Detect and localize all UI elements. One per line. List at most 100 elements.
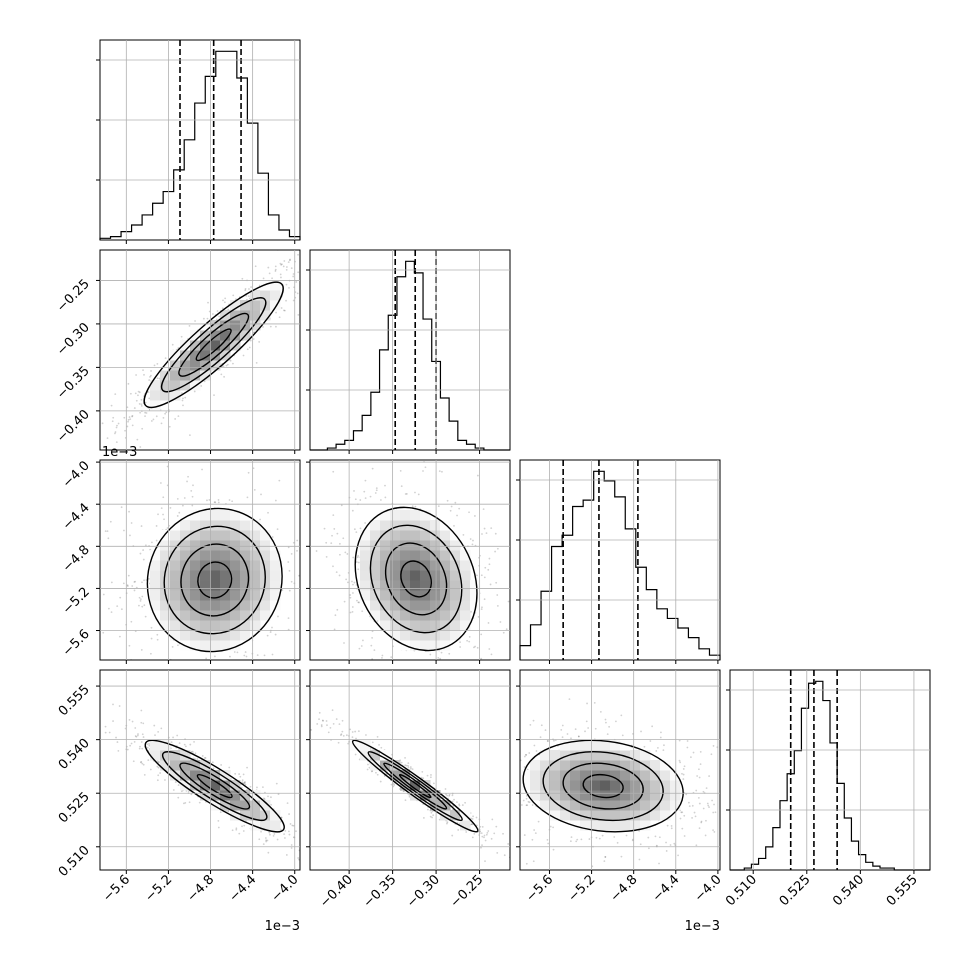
sample-point	[522, 799, 525, 802]
sample-point	[287, 628, 290, 631]
sample-point	[88, 734, 90, 736]
density-cell	[420, 530, 431, 541]
density-cell	[200, 570, 211, 581]
sample-point	[603, 860, 606, 863]
density-cell	[640, 790, 651, 801]
sample-point	[181, 399, 184, 402]
density-cell	[370, 750, 381, 761]
sample-point	[302, 704, 304, 706]
sample-point	[331, 709, 334, 712]
density-cell	[420, 580, 431, 591]
density-cell	[620, 760, 631, 771]
density-cell	[180, 350, 191, 361]
sample-point	[133, 589, 136, 592]
density-cell	[220, 790, 231, 801]
sample-point	[308, 825, 310, 827]
sample-point	[156, 779, 159, 782]
sample-point	[356, 599, 358, 602]
sample-point	[283, 309, 285, 312]
density-cell	[550, 800, 561, 811]
density-cell	[200, 350, 211, 361]
sample-point	[375, 489, 378, 492]
sample-point	[483, 527, 486, 530]
density-cell	[180, 760, 191, 771]
sample-point	[454, 694, 456, 696]
sample-point	[525, 804, 528, 807]
sample-point	[485, 833, 488, 836]
density-cell	[450, 810, 461, 821]
sample-point	[122, 582, 125, 585]
sample-point	[484, 566, 487, 569]
sample-point	[329, 726, 332, 729]
sample-point	[279, 666, 281, 668]
density-cell	[650, 780, 661, 791]
sample-point	[142, 369, 144, 372]
sample-point	[344, 854, 346, 856]
density-cell	[410, 520, 421, 531]
sample-point	[305, 848, 307, 850]
sample-point	[275, 782, 278, 785]
sample-point	[494, 550, 497, 553]
sample-point	[414, 505, 417, 508]
axes-frame	[99, 39, 301, 241]
sample-point	[673, 842, 676, 845]
sample-point	[283, 260, 286, 262]
sample-point	[340, 733, 343, 736]
density-cell	[230, 310, 241, 321]
sample-point	[471, 767, 473, 769]
sample-point	[285, 299, 287, 302]
sample-point	[487, 568, 490, 571]
sample-point	[263, 654, 266, 657]
density-cell	[150, 380, 161, 391]
density-cell	[230, 560, 241, 571]
density-cell	[450, 620, 461, 631]
sample-point	[115, 736, 117, 739]
density-cell	[220, 800, 231, 811]
sample-point	[470, 823, 473, 826]
sample-point	[146, 743, 149, 746]
density-cell	[440, 520, 451, 531]
density-cell	[670, 770, 681, 781]
density-cell	[530, 770, 541, 781]
sample-point	[126, 748, 129, 751]
density-cell	[640, 750, 651, 761]
sample-point	[134, 735, 137, 737]
sample-point	[528, 801, 531, 804]
density-cell	[410, 540, 421, 551]
grid	[310, 460, 510, 660]
density-cell	[550, 790, 561, 801]
density-cell	[190, 630, 201, 641]
sample-point	[133, 740, 136, 743]
density-cell	[240, 310, 251, 321]
sample-point	[115, 441, 118, 444]
sample-point	[528, 752, 531, 754]
sample-point	[540, 724, 543, 727]
sample-point	[267, 795, 269, 798]
density-cell	[200, 580, 211, 591]
panel-content	[302, 701, 510, 863]
sample-point	[532, 719, 535, 722]
sample-point	[412, 662, 414, 664]
sample-point	[262, 665, 264, 667]
sample-point	[468, 680, 470, 682]
sample-point	[256, 654, 259, 657]
sample-point	[126, 406, 129, 409]
density-cell	[390, 590, 401, 601]
sample-point	[104, 725, 107, 728]
density-cell	[580, 760, 591, 771]
sample-point	[662, 749, 665, 752]
sample-point	[221, 307, 224, 310]
sample-point	[189, 743, 192, 746]
sample-point	[203, 380, 206, 383]
sample-point	[168, 425, 171, 428]
sample-point	[135, 735, 138, 738]
sample-point	[218, 315, 221, 318]
density-cell	[430, 580, 441, 591]
density-cell	[600, 800, 611, 811]
y-tick-group: −5.6−5.2−4.8−4.4−4.01e−3	[60, 445, 138, 660]
sample-point	[132, 760, 135, 763]
sample-point	[407, 762, 410, 765]
sample-point	[321, 253, 323, 255]
density-cell	[230, 320, 241, 331]
density-cell	[410, 550, 421, 561]
